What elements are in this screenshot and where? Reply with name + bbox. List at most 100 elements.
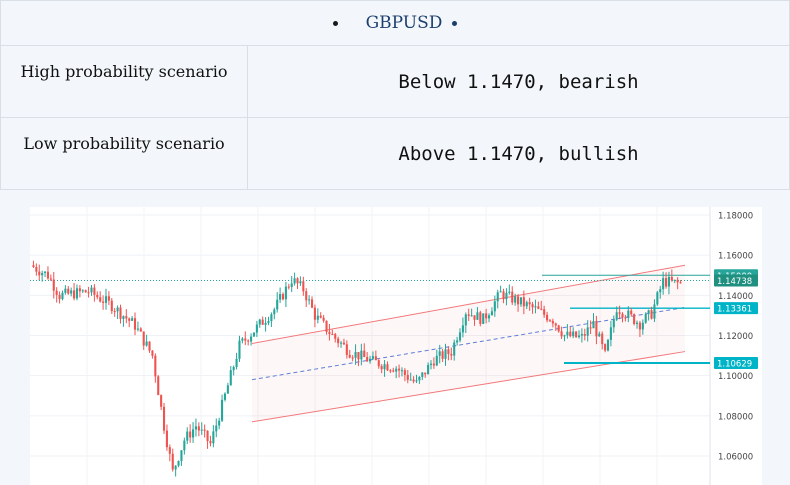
candle-body [493,301,496,312]
candle-body [218,420,221,426]
candle-body [174,465,177,470]
candle-body [308,299,311,301]
candle-body [487,315,491,319]
price-label: 1.14738 [717,277,752,287]
candle-body [435,355,438,366]
candle-body [337,338,340,344]
candle-body [577,335,581,338]
candle-body [374,356,377,361]
candle-body [490,311,493,316]
candle-body [171,453,174,470]
candle-body [621,313,624,318]
chart-background [30,207,762,485]
candle-body [122,316,125,319]
candle-body [458,332,462,341]
candle-body [656,292,659,305]
candle-body [441,351,444,359]
price-label: 1.13361 [717,305,752,315]
candle-body [157,376,160,396]
candle-body [168,447,171,454]
channel-upper-line [251,264,686,345]
candle-body [305,291,308,301]
scenario-table: GBPUSD High probability scenario Below 1… [0,0,790,190]
candle-body [598,333,601,337]
candle-body [572,331,575,337]
candle-body [650,310,653,319]
candle-body [601,333,604,345]
candle-body [38,271,41,276]
candle-body [630,310,633,315]
candle-body [403,370,406,375]
scenario-row: High probability scenario Below 1.1470, … [0,45,790,118]
candle-body [165,430,168,448]
candle-body [551,320,554,324]
candle-body [476,312,479,320]
candle-body [371,356,375,359]
candle-body [467,314,470,316]
candle-body [618,312,621,314]
y-tick-label: 1.18000 [718,212,753,222]
candle-body [96,294,99,298]
candle-body [514,296,517,303]
candle-body [104,296,108,303]
title-cell: GBPUSD [0,0,790,46]
candle-body [139,328,142,332]
candle-body [67,288,70,294]
candle-body [44,271,47,273]
price-label: 1.10629 [717,360,752,370]
candle-body [363,350,366,357]
candle-body [125,316,128,319]
candle-body [511,291,514,303]
candle-body [78,288,81,292]
candle-body [360,350,363,360]
candle-body [151,350,154,356]
candle-body [525,302,528,307]
scenario-row: Low probability scenario Above 1.1470, b… [0,117,790,190]
candle-body [113,311,116,313]
candle-body [432,363,435,366]
candle-body [215,425,218,432]
candle-body [203,429,206,431]
candle-body [58,294,61,300]
channel [30,264,710,423]
candle-body [595,320,598,337]
candle-body [612,319,615,328]
candle-body [604,344,607,351]
candle-body [73,290,76,299]
chart-area: 1.18000 1.16000 1.14000 1.12000 1.10000 1.080… [0,190,790,485]
candle-body [145,341,148,346]
candle-body [87,292,90,294]
candle-body [49,278,52,280]
candle-body [548,320,552,322]
candle-body [464,314,467,326]
candle-body [499,291,502,293]
candle-body [351,357,354,359]
candle-body [180,450,183,462]
candle-body [160,395,163,407]
candle-body [90,287,93,293]
candle-body [110,300,113,312]
candle-body [345,344,348,355]
candle-body [386,364,389,371]
candle-body [276,299,279,310]
candle-body [418,376,421,381]
candle-body [531,304,534,308]
candle-body [461,325,464,333]
candle-body [496,292,499,302]
candle-body [638,322,641,330]
candle-body [287,286,290,288]
candle-body [142,331,145,346]
candle-body [241,338,244,341]
candle-body [633,314,636,324]
candle-body [52,279,55,291]
candle-body [505,292,508,300]
candle-body [560,331,563,337]
candle-body [383,364,386,370]
candle-body [438,351,441,356]
candle-body [299,281,302,284]
candle-body [389,370,392,372]
candle-body [615,312,618,320]
candle-body [296,278,299,284]
price-axis: 1.18000 1.16000 1.14000 1.12000 1.10000 1.080… [714,212,758,463]
